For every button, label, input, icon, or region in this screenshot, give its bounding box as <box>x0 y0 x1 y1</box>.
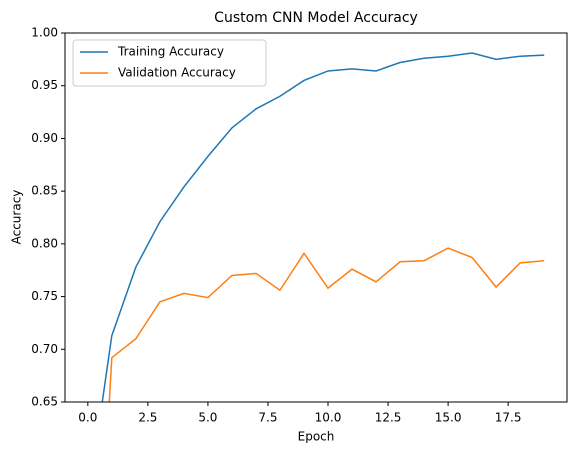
y-tick-label: 0.65 <box>31 395 58 409</box>
y-tick-label: 0.85 <box>31 184 58 198</box>
y-tick-label: 0.90 <box>31 131 58 145</box>
legend-label: Validation Accuracy <box>118 66 236 80</box>
legend-box <box>72 39 267 87</box>
chart-title: Custom CNN Model Accuracy <box>214 10 418 26</box>
series-line <box>108 247 545 402</box>
x-tick-label: 10.0 <box>315 411 342 425</box>
x-axis-label: Epoch <box>298 430 335 444</box>
y-tick-label: 1.00 <box>31 26 58 40</box>
x-tick-label: 2.5 <box>138 411 157 425</box>
y-tick-label: 0.75 <box>31 289 58 303</box>
legend: Training Accuracy Validation Accuracy <box>72 39 267 87</box>
x-tick-label: 5.0 <box>198 411 217 425</box>
x-tick-label: 0.0 <box>78 411 97 425</box>
axes-frame <box>64 32 568 403</box>
series-line <box>101 52 545 402</box>
x-tick-label: 12.5 <box>375 411 402 425</box>
x-tick-label: 15.0 <box>435 411 462 425</box>
legend-label: Training Accuracy <box>117 45 224 59</box>
y-tick-label: 0.80 <box>31 236 58 250</box>
x-tick-label: 7.5 <box>258 411 277 425</box>
x-tick-label: 17.5 <box>495 411 522 425</box>
y-tick-label: 0.70 <box>31 342 58 356</box>
y-tick-label: 0.95 <box>31 78 58 92</box>
y-axis-label: Accuracy <box>10 190 24 245</box>
plot-area <box>101 52 545 402</box>
